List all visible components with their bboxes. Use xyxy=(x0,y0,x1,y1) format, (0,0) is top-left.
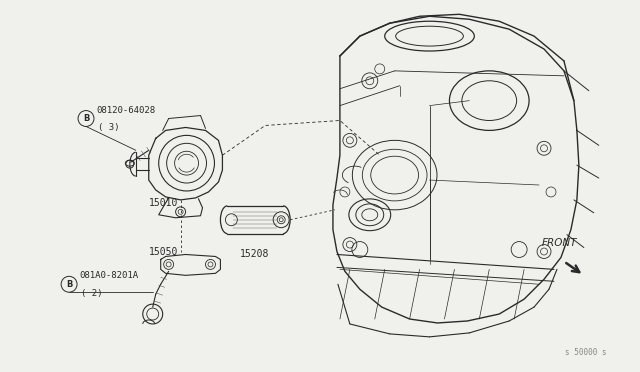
Text: 15050: 15050 xyxy=(148,247,178,257)
Text: 08120-64028: 08120-64028 xyxy=(96,106,155,115)
Text: B: B xyxy=(66,280,72,289)
Text: 081A0-8201A: 081A0-8201A xyxy=(79,271,138,280)
Text: 15208: 15208 xyxy=(241,250,269,260)
Text: 15010: 15010 xyxy=(148,198,178,208)
Text: FRONT: FRONT xyxy=(542,238,577,247)
Text: s 50000 s: s 50000 s xyxy=(565,348,607,357)
Text: ( 2): ( 2) xyxy=(81,289,102,298)
Text: B: B xyxy=(83,114,89,123)
Text: ( 3): ( 3) xyxy=(98,124,120,132)
